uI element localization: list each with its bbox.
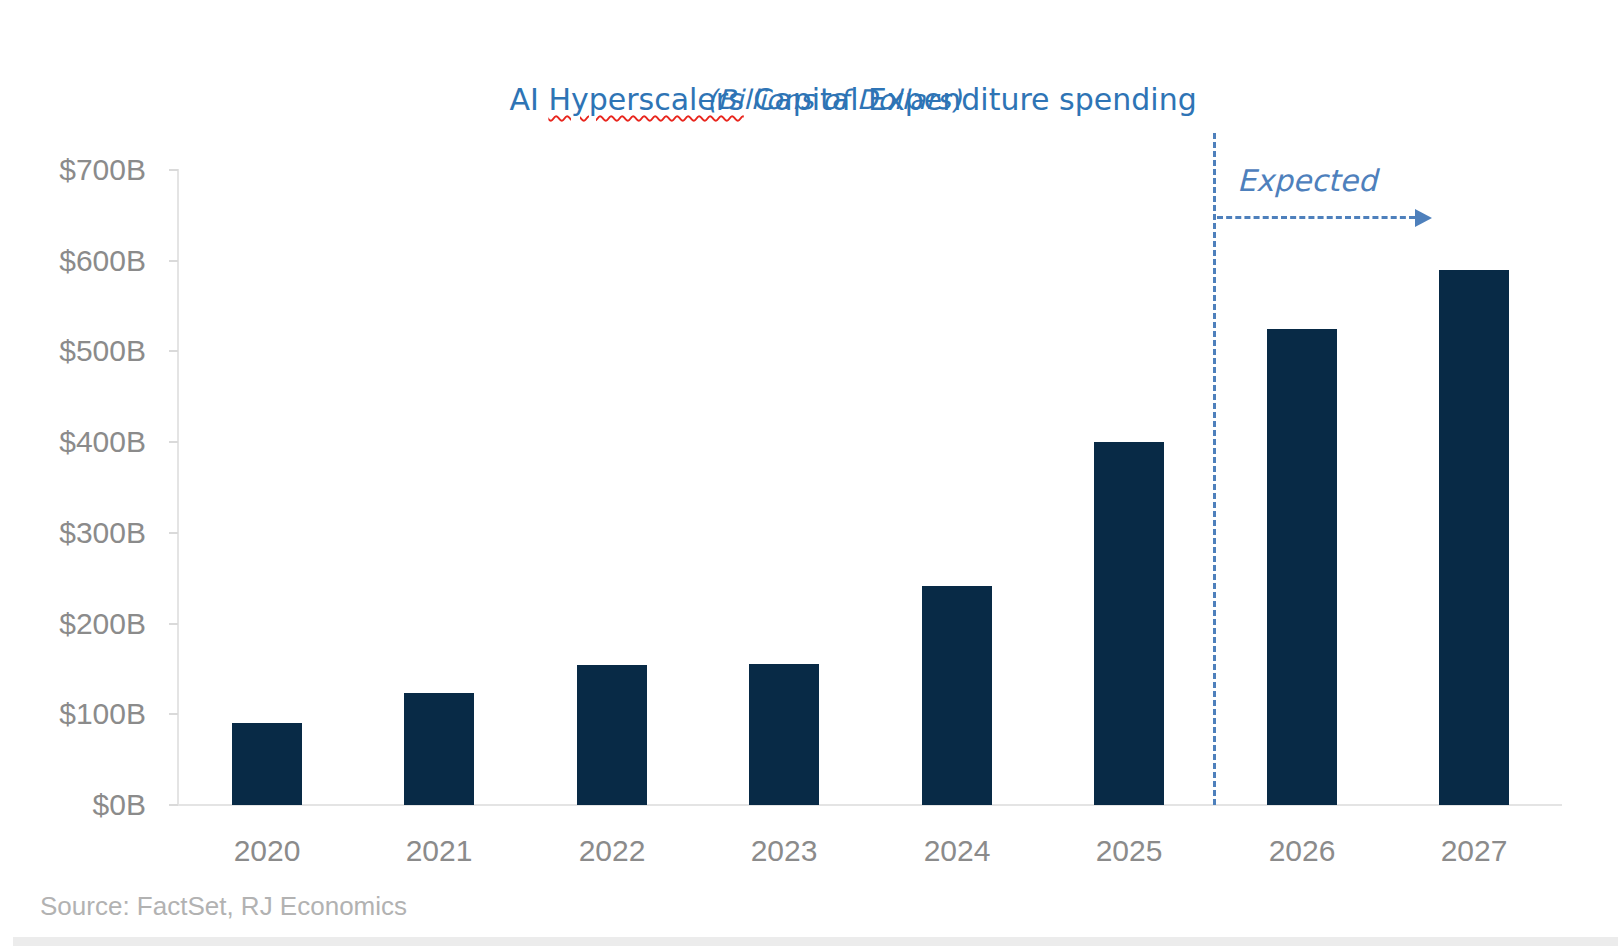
y-axis-label: $300B — [26, 515, 146, 551]
x-axis-label-2021: 2021 — [369, 833, 509, 869]
x-axis-label-2027: 2027 — [1404, 833, 1544, 869]
expected-arrow-dashed-line — [1217, 216, 1415, 219]
y-axis-label: $100B — [26, 696, 146, 732]
expected-arrow-head-icon — [1415, 209, 1432, 227]
bar-2023 — [749, 664, 819, 805]
bar-2024 — [922, 586, 992, 805]
bottom-divider-strip — [13, 937, 1618, 946]
plot-area: $0B $100B $200B $300B $400B $500B $600B $700B 20… — [0, 0, 1618, 946]
forecast-divider-dashed-line — [1213, 133, 1216, 805]
bar-2021 — [404, 693, 474, 805]
x-axis-line — [178, 804, 1562, 806]
bar-2025 — [1094, 442, 1164, 805]
y-axis-label: $600B — [26, 243, 146, 279]
bar-2026 — [1267, 329, 1337, 805]
y-axis-tick — [169, 260, 178, 262]
y-axis-tick — [169, 532, 178, 534]
x-axis-label-2024: 2024 — [887, 833, 1027, 869]
y-axis-label: $700B — [26, 152, 146, 188]
y-axis-label: $0B — [26, 787, 146, 823]
bar-2027 — [1439, 270, 1509, 805]
x-axis-label-2020: 2020 — [197, 833, 337, 869]
y-axis-tick — [169, 623, 178, 625]
y-axis-label: $400B — [26, 424, 146, 460]
bar-2022 — [577, 665, 647, 805]
x-axis-label-2026: 2026 — [1232, 833, 1372, 869]
y-axis-line — [177, 169, 179, 806]
slide-canvas: AI Hyperscalers Capital Expenditure spen… — [0, 0, 1618, 946]
expected-label: Expected — [1237, 163, 1377, 199]
y-axis-tick — [169, 713, 178, 715]
y-axis-tick — [169, 169, 178, 171]
y-axis-tick — [169, 804, 178, 806]
y-axis-label: $200B — [26, 606, 146, 642]
bar-2020 — [232, 723, 302, 805]
y-axis-tick — [169, 350, 178, 352]
x-axis-label-2025: 2025 — [1059, 833, 1199, 869]
x-axis-label-2022: 2022 — [542, 833, 682, 869]
x-axis-label-2023: 2023 — [714, 833, 854, 869]
y-axis-label: $500B — [26, 333, 146, 369]
y-axis-tick — [169, 441, 178, 443]
source-note: Source: FactSet, RJ Economics — [40, 890, 407, 922]
